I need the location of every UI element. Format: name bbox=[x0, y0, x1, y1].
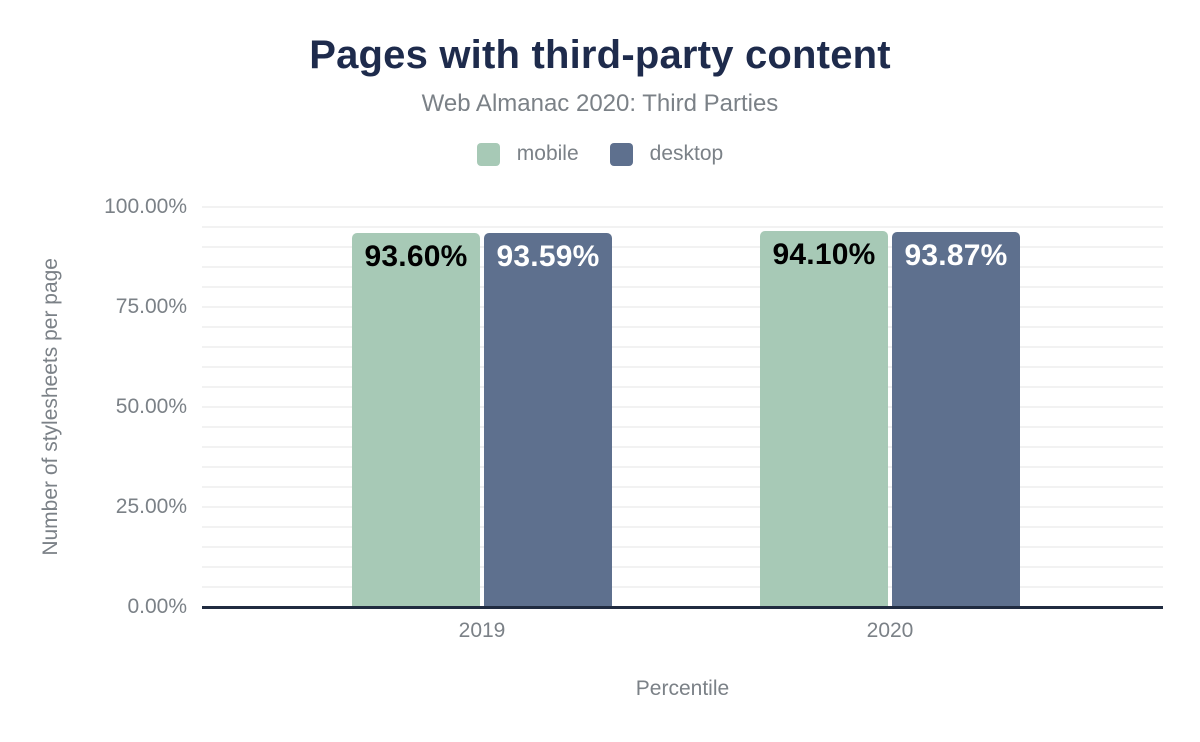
gridline bbox=[202, 266, 1163, 268]
bar-mobile-2019: 93.60% bbox=[352, 232, 480, 607]
gridline bbox=[202, 206, 1163, 208]
plot-area: 0.00% 25.00% 50.00% 75.00% 100.00% 93.60% 93.5… bbox=[104, 195, 1163, 642]
legend-label: desktop bbox=[649, 142, 724, 165]
gridline bbox=[202, 506, 1163, 508]
y-axis-title: Number of stylesheets per page bbox=[38, 207, 64, 607]
gridline bbox=[202, 286, 1163, 288]
mobile-swatch-icon bbox=[476, 142, 500, 166]
y-tick-label: 25.00% bbox=[115, 495, 187, 518]
gridline bbox=[202, 226, 1163, 228]
legend: mobile desktop bbox=[0, 142, 1200, 166]
gridline bbox=[202, 326, 1163, 328]
chart-title: Pages with third-party content bbox=[309, 33, 891, 77]
y-tick-label: 100.00% bbox=[104, 195, 187, 218]
gridline bbox=[202, 426, 1163, 428]
bar-value-label: 93.87% bbox=[904, 238, 1008, 272]
chart-subtitle: Web Almanac 2020: Third Parties bbox=[421, 90, 779, 117]
x-tick-label: 2019 bbox=[458, 619, 506, 642]
x-tick-label: 2020 bbox=[866, 619, 914, 642]
y-tick-label: 50.00% bbox=[115, 395, 187, 418]
bar-value-label: 94.10% bbox=[772, 237, 876, 271]
bar-value-label: 93.59% bbox=[496, 239, 600, 273]
y-axis-title-label: Number of stylesheets per page bbox=[39, 258, 62, 556]
y-tick-label: 0.00% bbox=[127, 595, 187, 618]
gridline bbox=[202, 306, 1163, 308]
bar-desktop-2019: 93.59% bbox=[484, 232, 612, 607]
gridline bbox=[202, 386, 1163, 388]
bar-value-label: 93.60% bbox=[364, 239, 468, 273]
x-axis-line bbox=[202, 606, 1163, 609]
gridline bbox=[202, 466, 1163, 468]
legend-label: mobile bbox=[516, 142, 579, 165]
gridline bbox=[202, 346, 1163, 348]
gridline bbox=[202, 546, 1163, 548]
legend-item-mobile: mobile bbox=[476, 142, 579, 166]
legend-item-desktop: desktop bbox=[609, 142, 724, 166]
gridline bbox=[202, 586, 1163, 588]
gridline bbox=[202, 446, 1163, 448]
bar-mobile-2020: 94.10% bbox=[760, 230, 888, 607]
bar-desktop-2020: 93.87% bbox=[892, 231, 1020, 607]
x-axis-title: Percentile bbox=[635, 677, 730, 700]
gridline bbox=[202, 366, 1163, 368]
gridline bbox=[202, 486, 1163, 488]
y-tick-label: 75.00% bbox=[115, 295, 187, 318]
gridline bbox=[202, 246, 1163, 248]
desktop-swatch-icon bbox=[609, 142, 633, 166]
gridline bbox=[202, 566, 1163, 568]
gridline bbox=[202, 406, 1163, 408]
gridline bbox=[202, 526, 1163, 528]
